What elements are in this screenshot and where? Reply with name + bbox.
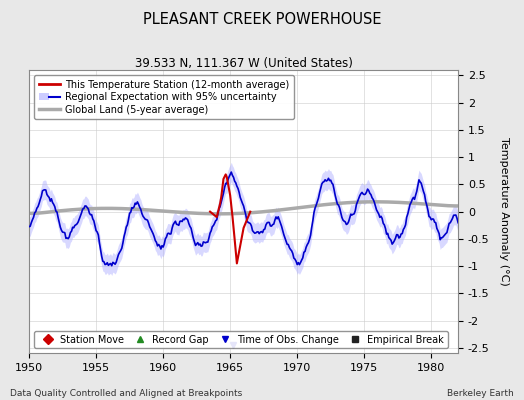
- Title: 39.533 N, 111.367 W (United States): 39.533 N, 111.367 W (United States): [135, 57, 353, 70]
- Text: PLEASANT CREEK POWERHOUSE: PLEASANT CREEK POWERHOUSE: [143, 12, 381, 27]
- Text: Data Quality Controlled and Aligned at Breakpoints: Data Quality Controlled and Aligned at B…: [10, 389, 243, 398]
- Text: Berkeley Earth: Berkeley Earth: [447, 389, 514, 398]
- Legend: Station Move, Record Gap, Time of Obs. Change, Empirical Break: Station Move, Record Gap, Time of Obs. C…: [34, 331, 448, 348]
- Y-axis label: Temperature Anomaly (°C): Temperature Anomaly (°C): [499, 137, 509, 286]
